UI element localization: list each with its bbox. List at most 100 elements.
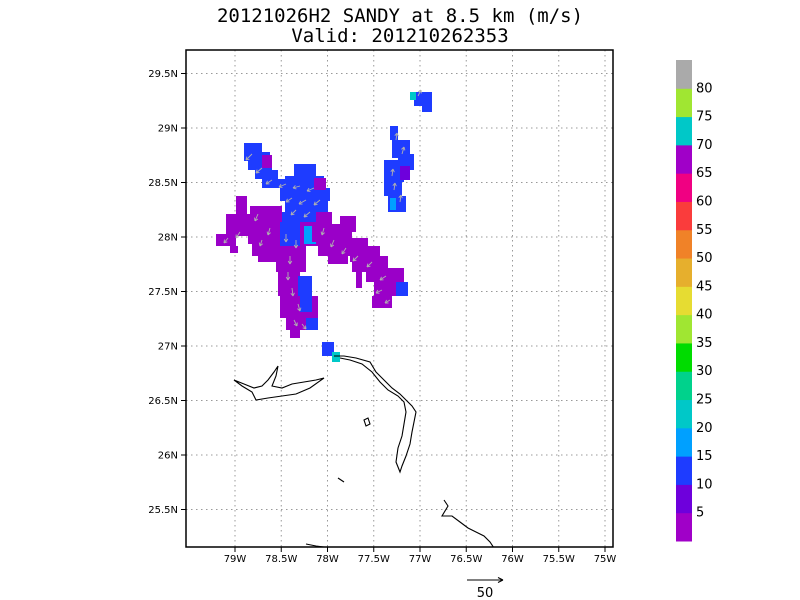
colorbar-swatch (676, 342, 692, 372)
y-tick-label: 27N (158, 342, 178, 353)
wind-vector (287, 256, 293, 265)
x-tick-label: 76.5W (450, 554, 482, 565)
colorbar-label: 60 (696, 194, 713, 209)
wind-vector (283, 234, 289, 243)
wind-speed-cell (280, 188, 330, 201)
colorbar-swatch (676, 371, 692, 401)
wind-speed-cell (236, 196, 247, 216)
colorbar-swatch (676, 512, 692, 542)
colorbar-label: 70 (696, 138, 713, 153)
y-tick-label: 27.5N (148, 287, 178, 298)
wind-speed-cell (230, 246, 238, 253)
wind-speed-cell (226, 214, 250, 236)
wind-vector (292, 185, 301, 190)
colorbar-label: 20 (696, 421, 713, 436)
reference-vector-label: 50 (477, 586, 494, 600)
colorbar-swatch (676, 314, 692, 344)
colorbar-swatch (676, 484, 692, 514)
wind-speed-cell (390, 126, 398, 140)
wind-speed-cell (340, 216, 356, 232)
wind-vector (297, 303, 302, 312)
plot-frame (185, 49, 614, 548)
wind-vector (313, 199, 321, 206)
colorbar-label: 10 (696, 477, 713, 492)
longitude-axis: 79W 78.5W 78W 77.5W 77W 76.5W 76W 75.5W 75W (224, 547, 617, 565)
colorbar-swatch (676, 173, 692, 202)
wind-vector (303, 211, 311, 218)
colorbar-swatch (676, 258, 692, 287)
colorbar-label: 35 (696, 336, 713, 351)
wind-vector (341, 247, 347, 255)
wind-speed-cell (244, 143, 262, 152)
wind-speed-cell (400, 166, 410, 180)
wind-vector (223, 237, 229, 244)
y-tick-label: 29N (158, 124, 178, 135)
colorbar-label: 65 (696, 166, 713, 181)
colorbar-label: 30 (696, 364, 713, 379)
colorbar-label: 55 (696, 223, 713, 238)
wind-vector (379, 275, 387, 281)
colorbar-label: 75 (696, 110, 713, 125)
colorbar: 5 10 15 20 25 30 35 40 45 50 55 60 65 70 75 80 (676, 60, 713, 542)
wind-vector (306, 187, 315, 192)
wind-vector (394, 132, 399, 141)
colorbar-label: 15 (696, 449, 713, 464)
wind-vector (290, 209, 297, 216)
wind-speed-cell (285, 201, 328, 212)
x-tick-label: 79W (224, 554, 247, 565)
wind-speed-cell (384, 182, 402, 196)
wind-vector (298, 199, 307, 205)
colorbar-label: 50 (696, 251, 713, 266)
wind-speed-cell (356, 272, 362, 288)
reference-vector: 50 (467, 577, 504, 600)
wind-vector (235, 231, 241, 239)
wind-speed-cell (316, 212, 332, 224)
y-tick-label: 28N (158, 233, 178, 244)
y-tick-label: 25.5N (148, 505, 178, 516)
wind-speed-cell (262, 155, 272, 168)
coastline-segment (334, 355, 417, 474)
colorbar-swatch (676, 427, 692, 457)
latitude-axis: 29.5N 29N 28.5N 28N 27.5N 27N 26.5N 26N 25.5N (148, 69, 186, 516)
colorbar-label: 45 (696, 279, 713, 294)
grid-lines (186, 50, 613, 547)
wind-vector (290, 287, 295, 297)
wind-vector (301, 323, 307, 330)
wind-vector (417, 89, 422, 97)
wind-speed-cell (390, 198, 396, 210)
wind-speed-cell (328, 256, 348, 264)
x-tick-label: 76W (501, 554, 524, 565)
x-tick-label: 75W (594, 554, 617, 565)
wind-vectors (223, 89, 422, 330)
wind-vector (330, 239, 335, 248)
map-title: 20121026H2 SANDY at 8.5 km (m/s) (216, 5, 584, 27)
wind-vector (384, 299, 391, 304)
wind-vector (285, 197, 293, 203)
wind-vector (245, 153, 253, 161)
wind-speed-cell (278, 272, 300, 296)
wind-speed-cell (314, 178, 326, 190)
wind-speed-cell (255, 170, 278, 179)
x-tick-label: 75.5W (543, 554, 575, 565)
y-tick-label: 26.5N (148, 396, 178, 407)
x-tick-label: 78W (316, 554, 339, 565)
coastline-segment (337, 477, 345, 483)
wind-speed-cell (262, 179, 285, 188)
wind-speed-cell (298, 276, 312, 296)
x-tick-label: 77.5W (358, 554, 390, 565)
wind-speed-cell (410, 92, 416, 100)
wind-speed-cell (250, 206, 282, 222)
map-valid-time: Valid: 201210262353 (291, 25, 509, 47)
wind-vector (352, 255, 359, 262)
wind-speed-cell (322, 342, 334, 356)
wind-speed-cell (374, 282, 398, 296)
wind-vector (285, 272, 291, 281)
wind-vector (254, 213, 259, 222)
y-tick-label: 28.5N (148, 178, 178, 189)
wind-speed-cell (300, 296, 312, 312)
wind-vector (266, 227, 271, 236)
wind-speed-cell (332, 352, 340, 362)
colorbar-swatch (676, 88, 692, 118)
wind-speed-cell (372, 296, 392, 308)
